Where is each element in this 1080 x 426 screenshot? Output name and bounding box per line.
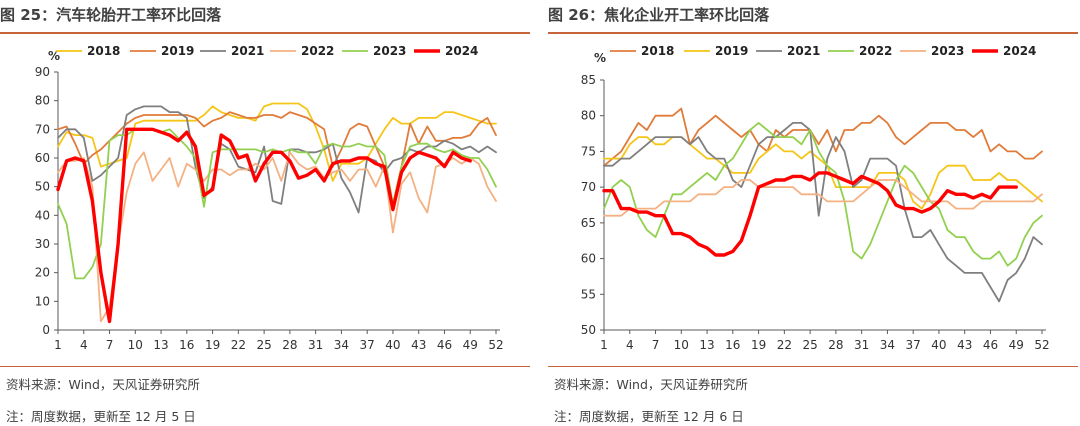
x-tick-label: 13 [699,338,714,352]
y-tick-label: 60 [581,252,596,266]
coking-operating-rate-chart: % 50 55 60 65 70 75 80 85 1 4 7 10 13 16 19 22 25 28 31 34 37… [581,44,1050,352]
x-tick-label: 37 [906,338,921,352]
y-tick-label: 20 [35,266,50,280]
y-tick-label: 60 [35,151,50,165]
legend-label-2023: 2023 [931,44,964,58]
figure-title: 图 25：汽车轮胎开工率环比回落 [0,6,222,24]
chart-panel-tire: 图 25：汽车轮胎开工率环比回落 % 0 10 20 30 40 50 60 70 80 90 1 4 7… [0,0,530,426]
y-tick-label: 70 [35,122,50,136]
y-tick-label: 70 [581,180,596,194]
x-tick-label: 13 [153,338,168,352]
legend-label-2024: 2024 [445,44,478,58]
y-tick-label: 85 [581,73,596,87]
x-tick-label: 49 [1009,338,1024,352]
x-tick-label: 25 [802,338,817,352]
x-tick-label: 43 [957,338,972,352]
source-text: 资料来源：Wind，天风证券研究所 [6,377,200,392]
x-tick-label: 4 [626,338,634,352]
series-line-2018 [57,102,497,182]
y-unit-label: % [594,51,606,65]
x-tick-label: 46 [983,338,998,352]
x-tick-label: 40 [385,338,400,352]
tire-operating-rate-chart: % 0 10 20 30 40 50 60 70 80 90 1 4 7 10 13 16 19 22 25 28 31 3… [35,44,504,352]
source-divider [548,366,1078,367]
y-tick-label: 55 [581,287,596,301]
series-line-2022 [57,151,497,323]
series-line-2021 [603,122,1043,303]
y-tick-label: 80 [35,94,50,108]
x-tick-label: 16 [725,338,740,352]
source-text: 资料来源：Wind，天风证券研究所 [554,377,748,392]
legend-label-2022: 2022 [301,44,334,58]
x-tick-label: 25 [256,338,271,352]
x-tick-label: 10 [674,338,689,352]
source-divider [0,366,530,367]
y-tick-label: 80 [581,109,596,123]
x-tick-label: 22 [777,338,792,352]
legend-label-2022: 2022 [859,44,892,58]
x-tick-label: 19 [751,338,766,352]
title-divider [548,32,1078,34]
y-unit-label: % [48,49,60,63]
x-tick-label: 49 [463,338,478,352]
x-tick-label: 19 [205,338,220,352]
series-line-2024 [56,127,472,324]
y-tick-label: 50 [581,323,596,337]
x-tick-label: 28 [282,338,297,352]
chart-panel-coking: 图 26：焦化企业开工率环比回落 % 50 55 60 65 70 75 80 85 1 4 7 10 1… [548,0,1078,426]
legend-label-2021: 2021 [787,44,820,58]
x-tick-label: 1 [600,338,608,352]
series-line-2024 [602,171,1018,257]
y-tick-label: 0 [42,323,50,337]
series-line-2022 [603,122,1043,267]
x-tick-label: 22 [231,338,246,352]
x-tick-label: 34 [334,338,349,352]
x-tick-label: 34 [880,338,895,352]
y-tick-label: 65 [581,216,596,230]
x-tick-label: 43 [411,338,426,352]
y-tick-label: 50 [35,180,50,194]
x-tick-label: 1 [54,338,62,352]
title-divider [0,32,530,34]
x-tick-label: 4 [80,338,88,352]
series-line-2021 [57,105,497,214]
x-tick-label: 7 [106,338,114,352]
figure-title: 图 26：焦化企业开工率环比回落 [548,6,770,24]
legend-label-2024: 2024 [1003,44,1036,58]
y-tick-label: 75 [581,144,596,158]
series-line-2023 [603,179,1043,217]
x-tick-label: 16 [179,338,194,352]
y-tick-label: 40 [35,208,50,222]
x-tick-label: 52 [488,338,503,352]
note-text: 注：周度数据，更新至 12 月 5 日 [6,409,196,424]
y-tick-label: 30 [35,237,50,251]
x-tick-label: 46 [437,338,452,352]
legend-label-2021: 2021 [231,44,264,58]
x-tick-label: 40 [931,338,946,352]
legend-label-2018: 2018 [87,44,120,58]
y-tick-label: 90 [35,65,50,79]
x-tick-label: 7 [652,338,660,352]
legend-label-2018: 2018 [641,44,674,58]
legend-label-2019: 2019 [715,44,748,58]
x-tick-label: 31 [854,338,869,352]
x-tick-label: 52 [1034,338,1049,352]
y-tick-label: 10 [35,294,50,308]
note-text: 注：周度数据，更新至 12 月 6 日 [554,409,744,424]
x-tick-label: 28 [828,338,843,352]
x-tick-label: 37 [360,338,375,352]
legend-label-2023: 2023 [373,44,406,58]
legend-label-2019: 2019 [161,44,194,58]
series-line-2018 [603,107,1043,167]
x-tick-label: 31 [308,338,323,352]
series-line-2019 [57,111,497,205]
x-tick-label: 10 [128,338,143,352]
